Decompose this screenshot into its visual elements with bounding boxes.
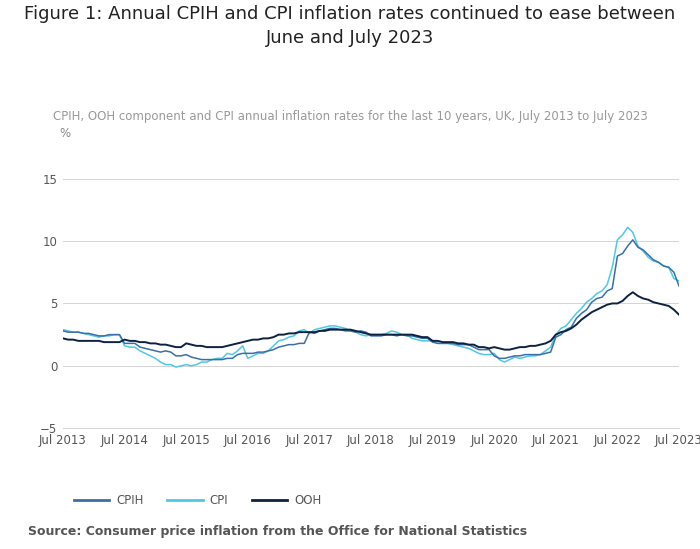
Legend: CPIH, CPI, OOH: CPIH, CPI, OOH: [69, 489, 326, 512]
Text: %: %: [60, 127, 71, 140]
Text: Source: Consumer price inflation from the Office for National Statistics: Source: Consumer price inflation from th…: [28, 525, 527, 538]
Text: CPIH, OOH component and CPI annual inflation rates for the last 10 years, UK, Ju: CPIH, OOH component and CPI annual infla…: [52, 110, 648, 123]
Text: Figure 1: Annual CPIH and CPI inflation rates continued to ease between
June and: Figure 1: Annual CPIH and CPI inflation …: [25, 5, 676, 47]
